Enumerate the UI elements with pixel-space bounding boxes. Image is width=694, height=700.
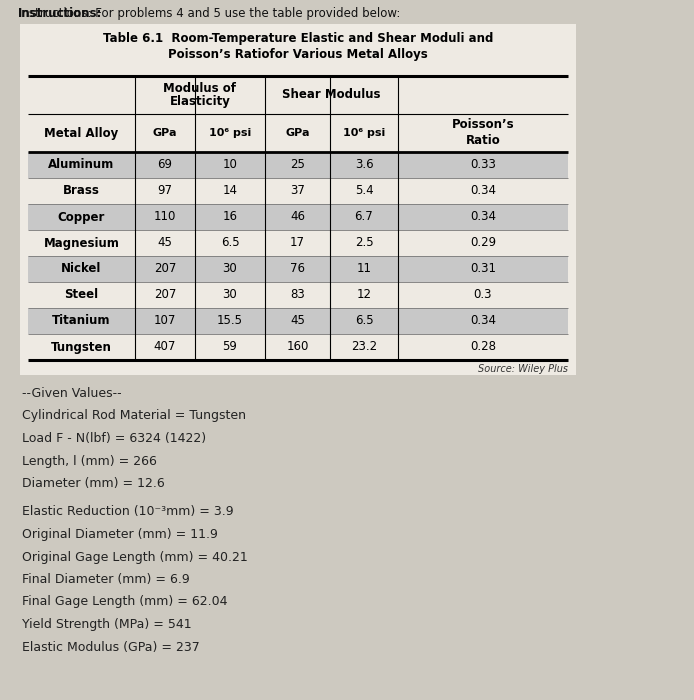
Text: Instructions:: Instructions: xyxy=(18,7,103,20)
Text: 15.5: 15.5 xyxy=(217,314,243,328)
Text: 14: 14 xyxy=(223,185,237,197)
Text: Table 6.1  Room-Temperature Elastic and Shear Moduli and: Table 6.1 Room-Temperature Elastic and S… xyxy=(103,32,493,45)
Text: Nickel: Nickel xyxy=(61,262,102,276)
Text: Elastic Reduction (10⁻³mm) = 3.9: Elastic Reduction (10⁻³mm) = 3.9 xyxy=(22,505,234,519)
Text: 0.29: 0.29 xyxy=(470,237,496,249)
Text: 25: 25 xyxy=(290,158,305,172)
Text: Magnesium: Magnesium xyxy=(44,237,119,249)
Bar xyxy=(28,256,568,282)
Text: Tungsten: Tungsten xyxy=(51,340,112,354)
Text: 45: 45 xyxy=(158,237,172,249)
Text: Copper: Copper xyxy=(58,211,105,223)
Text: Source: Wiley Plus: Source: Wiley Plus xyxy=(478,364,568,374)
Text: 76: 76 xyxy=(290,262,305,276)
Text: 0.31: 0.31 xyxy=(470,262,496,276)
Text: --Given Values--: --Given Values-- xyxy=(22,387,121,400)
Bar xyxy=(28,308,568,334)
Text: 2.5: 2.5 xyxy=(355,237,373,249)
Text: Titanium: Titanium xyxy=(52,314,111,328)
Text: Original Diameter (mm) = 11.9: Original Diameter (mm) = 11.9 xyxy=(22,528,218,541)
Text: 6.7: 6.7 xyxy=(355,211,373,223)
Text: Poisson’s Ratiofor Various Metal Alloys: Poisson’s Ratiofor Various Metal Alloys xyxy=(168,48,428,61)
Text: 0.34: 0.34 xyxy=(470,185,496,197)
Text: 6.5: 6.5 xyxy=(355,314,373,328)
Text: GPa: GPa xyxy=(153,128,177,138)
Text: 107: 107 xyxy=(154,314,176,328)
Text: 407: 407 xyxy=(154,340,176,354)
Text: 12: 12 xyxy=(357,288,371,302)
Text: 3.6: 3.6 xyxy=(355,158,373,172)
Text: Final Diameter (mm) = 6.9: Final Diameter (mm) = 6.9 xyxy=(22,573,189,586)
Text: 46: 46 xyxy=(290,211,305,223)
Text: Load F - N(lbf) = 6324 (1422): Load F - N(lbf) = 6324 (1422) xyxy=(22,432,206,445)
Text: Elasticity: Elasticity xyxy=(169,95,230,108)
Text: 0.28: 0.28 xyxy=(470,340,496,354)
Text: 10⁶ psi: 10⁶ psi xyxy=(343,128,385,138)
Text: 207: 207 xyxy=(154,262,176,276)
Text: 160: 160 xyxy=(287,340,309,354)
Text: 59: 59 xyxy=(223,340,237,354)
Text: GPa: GPa xyxy=(285,128,310,138)
Text: 83: 83 xyxy=(290,288,305,302)
Text: 207: 207 xyxy=(154,288,176,302)
Text: 37: 37 xyxy=(290,185,305,197)
Text: 0.3: 0.3 xyxy=(474,288,492,302)
Bar xyxy=(28,152,568,178)
Text: 0.33: 0.33 xyxy=(470,158,496,172)
Text: Original Gage Length (mm) = 40.21: Original Gage Length (mm) = 40.21 xyxy=(22,550,248,564)
Text: 11: 11 xyxy=(357,262,371,276)
Text: 30: 30 xyxy=(223,288,237,302)
Text: Yield Strength (MPa) = 541: Yield Strength (MPa) = 541 xyxy=(22,618,192,631)
Text: 6.5: 6.5 xyxy=(221,237,239,249)
Text: 97: 97 xyxy=(158,185,173,197)
Text: 45: 45 xyxy=(290,314,305,328)
Text: 23.2: 23.2 xyxy=(351,340,377,354)
Text: Elastic Modulus (GPa) = 237: Elastic Modulus (GPa) = 237 xyxy=(22,640,200,654)
Text: Diameter (mm) = 12.6: Diameter (mm) = 12.6 xyxy=(22,477,164,490)
Bar xyxy=(20,24,576,375)
Text: Steel: Steel xyxy=(65,288,99,302)
Text: 0.34: 0.34 xyxy=(470,314,496,328)
Text: Length, l (mm) = 266: Length, l (mm) = 266 xyxy=(22,454,157,468)
Text: 10⁶ psi: 10⁶ psi xyxy=(209,128,251,138)
Text: 69: 69 xyxy=(158,158,173,172)
Text: Final Gage Length (mm) = 62.04: Final Gage Length (mm) = 62.04 xyxy=(22,596,228,608)
Text: Instructions: For problems 4 and 5 use the table provided below:: Instructions: For problems 4 and 5 use t… xyxy=(18,7,400,20)
Text: Metal Alloy: Metal Alloy xyxy=(44,127,119,139)
Text: 0.34: 0.34 xyxy=(470,211,496,223)
Text: Shear Modulus: Shear Modulus xyxy=(282,88,381,102)
Text: Poisson’s: Poisson’s xyxy=(452,118,514,132)
Text: Aluminum: Aluminum xyxy=(49,158,115,172)
Text: 5.4: 5.4 xyxy=(355,185,373,197)
Text: Ratio: Ratio xyxy=(466,134,500,148)
Text: Modulus of: Modulus of xyxy=(164,81,237,94)
Text: Brass: Brass xyxy=(63,185,100,197)
Bar xyxy=(28,204,568,230)
Text: 10: 10 xyxy=(223,158,237,172)
Text: 16: 16 xyxy=(223,211,237,223)
Text: 110: 110 xyxy=(154,211,176,223)
Text: 17: 17 xyxy=(290,237,305,249)
Text: Cylindrical Rod Material = Tungsten: Cylindrical Rod Material = Tungsten xyxy=(22,410,246,423)
Text: 30: 30 xyxy=(223,262,237,276)
